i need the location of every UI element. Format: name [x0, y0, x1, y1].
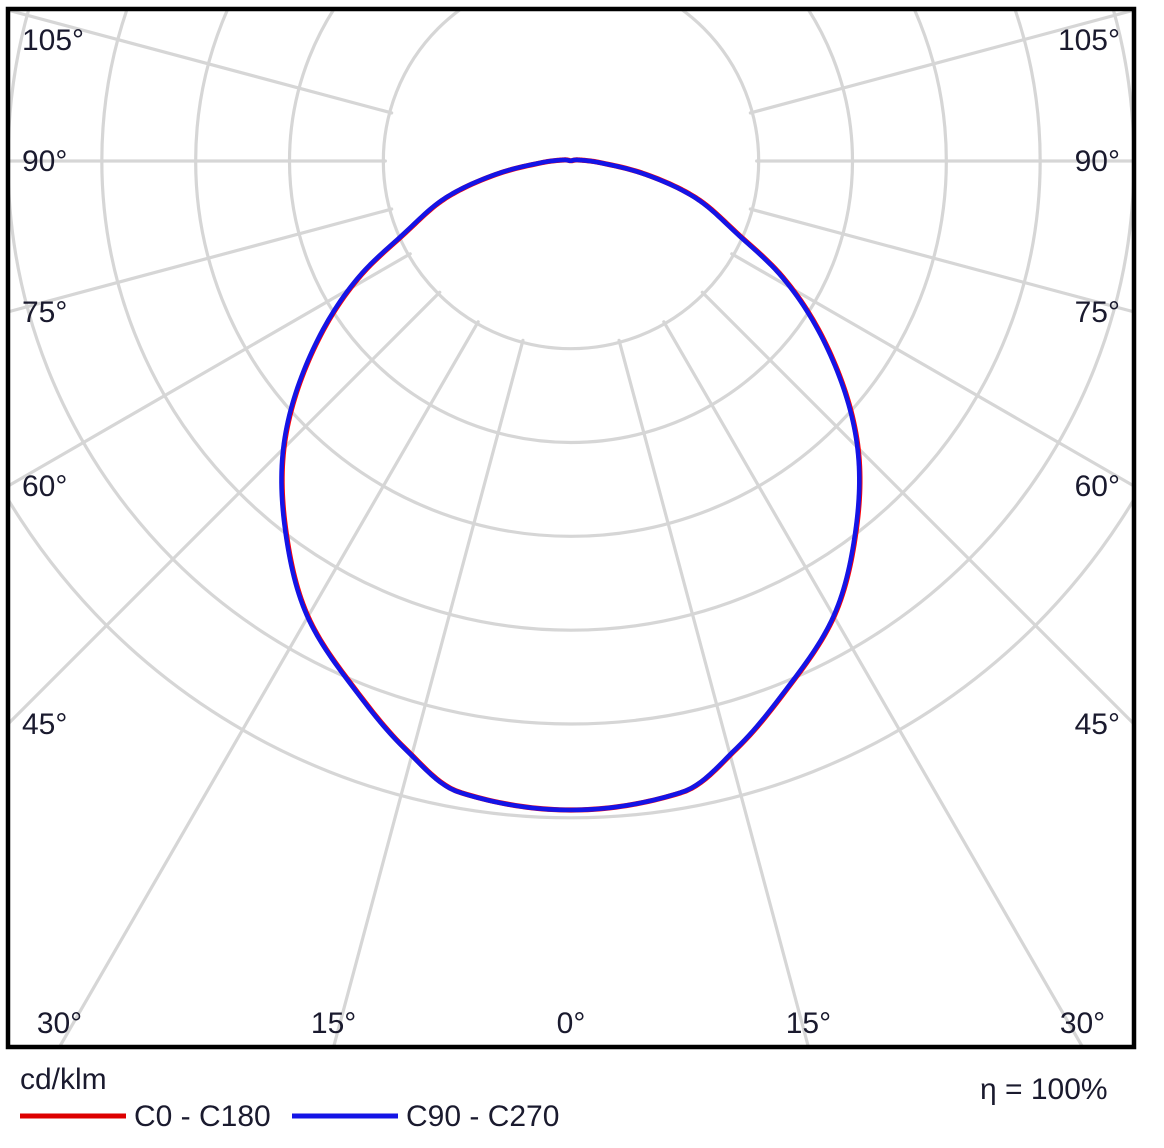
svg-text:0°: 0° — [557, 1007, 586, 1040]
svg-text:75°: 75° — [22, 296, 67, 329]
svg-text:45°: 45° — [22, 708, 67, 741]
svg-text:30°: 30° — [1060, 1007, 1105, 1040]
svg-text:60°: 60° — [22, 470, 67, 503]
svg-text:75°: 75° — [1075, 296, 1120, 329]
svg-text:15°: 15° — [786, 1007, 831, 1040]
svg-text:90°: 90° — [22, 145, 67, 178]
svg-text:105°: 105° — [1058, 24, 1120, 57]
svg-text:45°: 45° — [1075, 708, 1120, 741]
svg-text:90°: 90° — [1075, 145, 1120, 178]
svg-text:C90 - C270: C90 - C270 — [406, 1100, 559, 1133]
svg-text:η = 100%: η = 100% — [980, 1073, 1108, 1106]
svg-text:60°: 60° — [1075, 470, 1120, 503]
svg-text:cd/klm: cd/klm — [20, 1063, 107, 1096]
svg-text:105°: 105° — [22, 24, 84, 57]
svg-text:30°: 30° — [37, 1007, 82, 1040]
svg-text:15°: 15° — [311, 1007, 356, 1040]
svg-text:C0 - C180: C0 - C180 — [134, 1100, 271, 1133]
